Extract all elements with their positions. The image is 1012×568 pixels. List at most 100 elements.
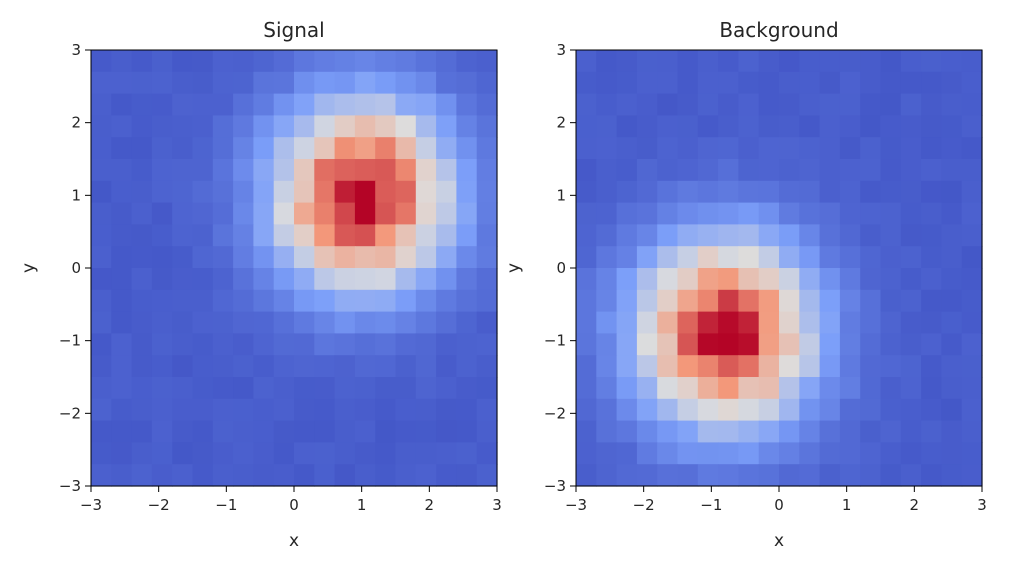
background-heatmap-cell [657,464,679,487]
background-heatmap-cell [900,159,922,182]
signal-heatmap-cell [131,333,153,356]
background-heatmap-cell [779,398,800,422]
signal-y-tick-label: 0 [71,259,81,277]
background-heatmap-cell [657,137,679,160]
background-y-tick-label: 3 [556,41,566,59]
signal-heatmap-cell [192,202,214,225]
signal-y-tick-label: 1 [71,186,81,204]
background-heatmap-cell [758,442,780,465]
signal-heatmap-cell [212,268,234,291]
signal-heatmap-cell [456,377,478,400]
background-heatmap-cell [616,420,638,443]
background-title: Background [719,18,838,42]
background-heatmap-cell [758,420,780,443]
signal-heatmap-cell [375,93,397,116]
background-heatmap-cell [576,159,597,182]
signal-heatmap-cell [172,159,194,182]
background-heatmap-cell [921,377,942,400]
signal-heatmap-cell [212,159,234,182]
background-heatmap-cell [616,268,638,291]
signal-heatmap-cell [253,50,275,73]
signal-heatmap-cell [131,246,153,269]
background-heatmap-cell [738,289,760,313]
background-y-label: y [504,263,524,273]
background-heatmap-cell [596,246,618,269]
signal-heatmap-cell [273,420,295,443]
background-heatmap-cell [738,333,760,356]
background-heatmap-cell [799,202,821,225]
background-heatmap-cell [900,377,922,400]
signal-heatmap-cell [233,464,254,487]
background-heatmap-cell [900,71,922,95]
signal-heatmap-cell [172,93,194,116]
signal-x-tick-label: −3 [80,496,102,514]
background-heatmap-cell [779,333,800,356]
background-heatmap-cell [758,137,780,160]
signal-heatmap-cell [354,268,376,291]
signal-heatmap-cell [91,268,112,291]
signal-heatmap-cell [476,115,498,138]
background-heatmap-cell [697,442,719,465]
signal-heatmap-cell [172,355,194,378]
background-heatmap-cell [799,224,821,247]
signal-heatmap-cell [415,180,437,204]
signal-heatmap-cell [334,50,356,73]
signal-heatmap-cell [192,398,214,422]
signal-heatmap-cell [456,398,478,422]
signal-heatmap-cell [456,50,478,73]
signal-heatmap-cell [253,355,275,378]
background-heatmap-cell [839,355,861,378]
signal-heatmap-cell [131,289,153,313]
background-heatmap-cell [961,333,983,356]
background-heatmap-cell [718,137,739,160]
signal-heatmap-cell [334,224,356,247]
background-heatmap-cell [596,420,618,443]
signal-heatmap-cell [273,355,295,378]
signal-heatmap-cell [314,137,336,160]
background-heatmap-cell [718,180,739,204]
background-heatmap-cell [697,202,719,225]
signal-heatmap-cell [131,71,153,95]
background-heatmap-cell [880,137,902,160]
background-heatmap-cell [941,71,963,95]
signal-heatmap-cell [476,268,498,291]
background-heatmap-cell [636,420,658,443]
background-heatmap-cell [860,137,882,160]
signal-heatmap-cell [91,464,112,487]
background-heatmap-cell [900,202,922,225]
signal-heatmap-cell [314,464,336,487]
signal-heatmap-cell [111,115,133,138]
signal-heatmap-cell [476,289,498,313]
background-heatmap-cell [596,224,618,247]
background-heatmap-cell [799,246,821,269]
background-heatmap-cell [860,268,882,291]
signal-heatmap-cell [395,159,417,182]
background-heatmap-cell [636,115,658,138]
signal-heatmap-cell [395,180,417,204]
signal-heatmap-cell [253,93,275,116]
background-heatmap-cell [718,50,739,73]
background-heatmap-cell [941,289,963,313]
signal-heatmap-cell [253,137,275,160]
background-heatmap-cell [596,50,618,73]
signal-heatmap-cell [151,202,173,225]
background-heatmap-cell [799,93,821,116]
background-heatmap-cell [860,442,882,465]
background-heatmap-cell [596,268,618,291]
background-heatmap-cell [677,311,699,334]
signal-heatmap-cell [151,115,173,138]
background-heatmap-cell [779,268,800,291]
background-heatmap-cell [961,355,983,378]
background-heatmap-cell [819,311,841,334]
signal-heatmap-cell [233,355,254,378]
signal-heatmap-cell [253,159,275,182]
signal-heatmap-cell [395,246,417,269]
background-heatmap-cell [636,355,658,378]
signal-heatmap-cell [415,93,437,116]
background-heatmap-cell [616,202,638,225]
background-heatmap-cell [758,224,780,247]
background-x-ticks: −3 −2 −1 0 1 2 3 [565,486,987,514]
background-heatmap-cell [819,137,841,160]
signal-heatmap-cell [111,159,133,182]
signal-heatmap-cell [192,159,214,182]
